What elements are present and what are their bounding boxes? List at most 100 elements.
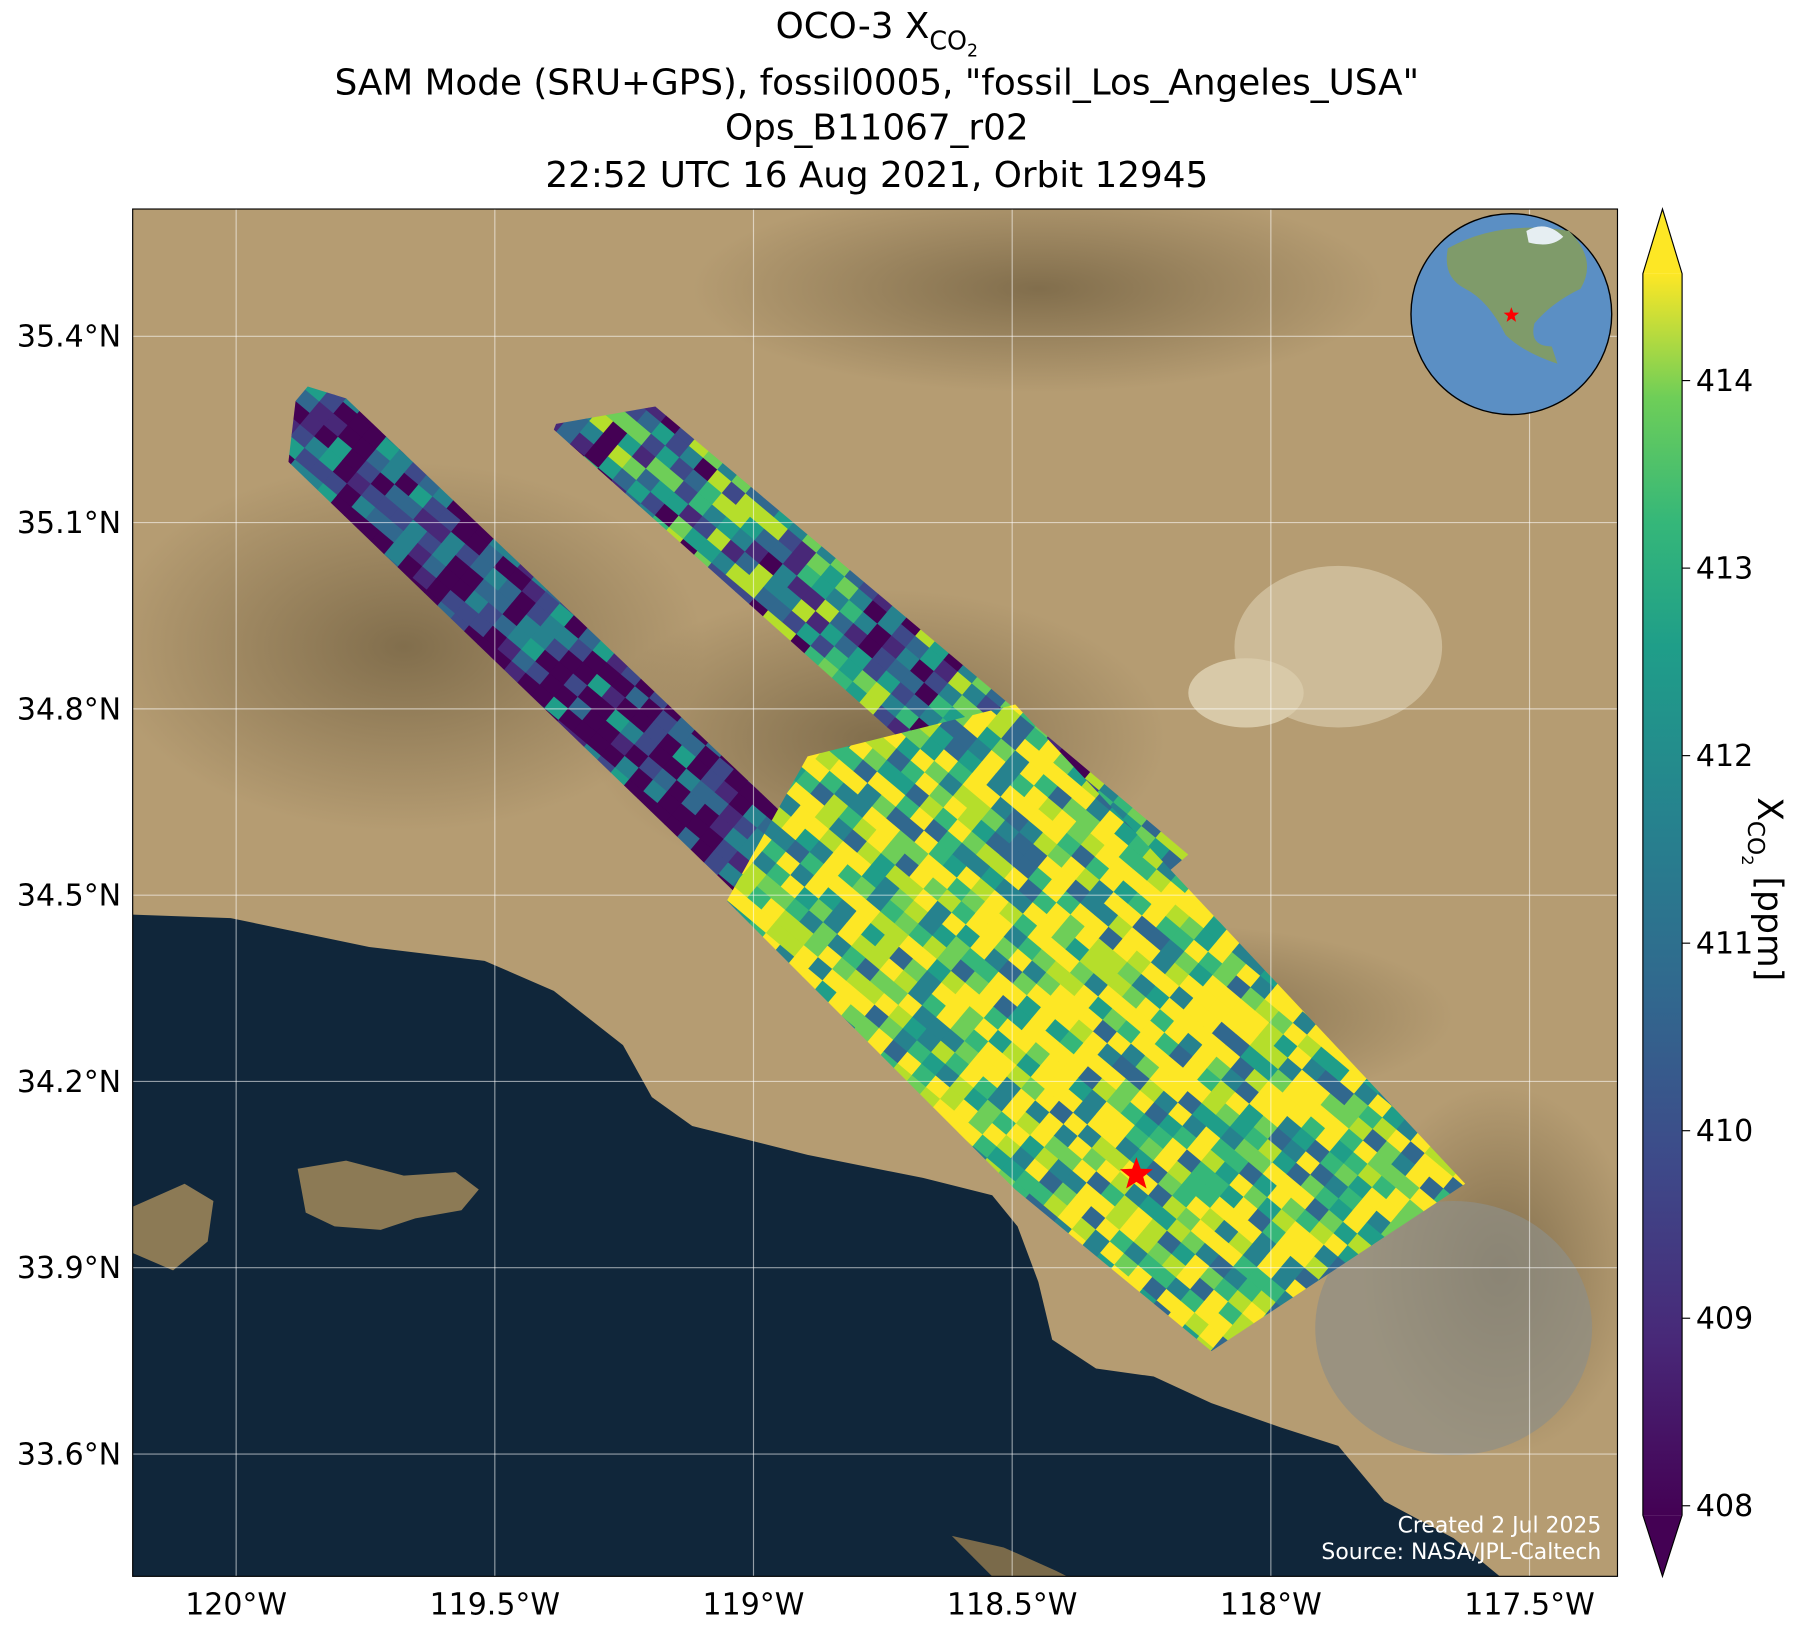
swath-cell	[723, 827, 748, 852]
swath-cell	[833, 782, 859, 807]
swath-cell	[985, 831, 1010, 856]
swath-cell	[309, 401, 334, 426]
swath-cell	[854, 1016, 880, 1041]
swath-cell	[985, 683, 1011, 708]
swath-cell	[1037, 855, 1062, 881]
swath-cell	[662, 756, 687, 781]
swath-cell	[640, 491, 665, 517]
swath-cell	[468, 613, 494, 638]
swath-cell	[955, 924, 981, 949]
swath-cell	[872, 736, 897, 761]
swath-cell	[669, 457, 694, 482]
swath-cell	[805, 758, 830, 784]
swath-cell	[744, 540, 770, 565]
swath-cell	[657, 791, 682, 816]
swath-cell	[795, 770, 821, 795]
swath-cell	[593, 432, 619, 458]
swath-cell	[1084, 766, 1110, 792]
swath-cell	[798, 968, 823, 993]
swath-cell	[768, 540, 793, 565]
swath-cell	[891, 624, 916, 649]
island	[297, 1160, 479, 1230]
swath-cell	[342, 448, 367, 473]
swath-cell	[756, 874, 782, 899]
swath-cell	[667, 721, 692, 746]
swath-cell	[355, 518, 381, 543]
swath-cell	[805, 611, 831, 636]
swath-cell	[421, 554, 447, 579]
swath-cell	[848, 588, 874, 613]
swath-cell	[989, 855, 1015, 880]
swath-cell	[784, 956, 809, 981]
swath-cell	[956, 866, 982, 891]
swath-cell	[909, 659, 935, 684]
swath-cell	[600, 744, 626, 769]
swath-cell	[918, 853, 944, 879]
swath-cell	[403, 461, 429, 486]
swath-cell	[341, 506, 367, 532]
swath-cell	[843, 623, 869, 648]
swath-cell	[771, 828, 796, 853]
swath-cell	[946, 935, 971, 961]
island	[951, 1535, 1068, 1577]
swath-cell	[603, 421, 628, 446]
swath-cell	[829, 553, 855, 578]
swath-cell	[761, 839, 787, 864]
swath-cell	[838, 806, 863, 831]
swath-cell	[900, 612, 926, 637]
swath-cell	[824, 588, 850, 613]
swath-cell	[455, 543, 480, 568]
swath-cell	[900, 670, 925, 695]
swath-cell	[572, 662, 598, 687]
swath-cell	[796, 564, 822, 589]
swath-cell	[718, 862, 743, 887]
swath-cell	[924, 760, 949, 785]
swath-cell	[525, 603, 551, 628]
swath-cell	[786, 634, 811, 659]
swath-cell	[867, 771, 892, 796]
swath-cell	[787, 517, 813, 542]
swath-cell	[905, 635, 930, 661]
swath-cell	[577, 627, 603, 652]
swath-cell	[540, 614, 565, 640]
swath-cell	[473, 637, 498, 662]
swath-cell	[581, 708, 607, 733]
swath-cell	[298, 471, 324, 496]
swath-cell	[617, 433, 642, 458]
swath-cell	[908, 865, 934, 890]
swath-cell	[871, 794, 897, 820]
swath-cell	[871, 647, 897, 672]
swath-cell	[793, 945, 819, 970]
swath-cell	[989, 913, 1014, 938]
swath-cell	[876, 670, 901, 695]
swath-cell	[446, 496, 471, 522]
swath-cell	[642, 779, 668, 804]
swath-cell	[605, 709, 631, 734]
swath-cell	[961, 683, 987, 708]
swath-cell	[818, 829, 844, 854]
swath-cell	[975, 843, 1001, 868]
swath-cell	[942, 796, 968, 821]
swath-cell	[900, 760, 926, 785]
swath-cell	[971, 671, 996, 697]
swath-cell	[737, 897, 762, 922]
swath-cell	[619, 721, 645, 746]
swath-cell	[813, 863, 839, 889]
swath-cell	[529, 684, 555, 709]
swath-cell	[888, 1004, 913, 1030]
swath-cell	[700, 768, 725, 794]
swath-cell	[929, 725, 955, 751]
swath-cell	[947, 671, 973, 696]
swath-cell	[804, 817, 830, 842]
swath-cell	[323, 413, 349, 438]
swath-cell	[313, 424, 339, 450]
swath-cell	[799, 852, 825, 877]
swath-cell	[790, 805, 816, 830]
swath-cell	[752, 793, 777, 818]
swath-cell	[866, 681, 892, 707]
swath-cell	[831, 957, 857, 982]
swath-cell	[492, 183, 517, 207]
swath-cell	[360, 483, 386, 509]
swath-cell	[792, 540, 817, 566]
swath-cell	[931, 924, 957, 949]
